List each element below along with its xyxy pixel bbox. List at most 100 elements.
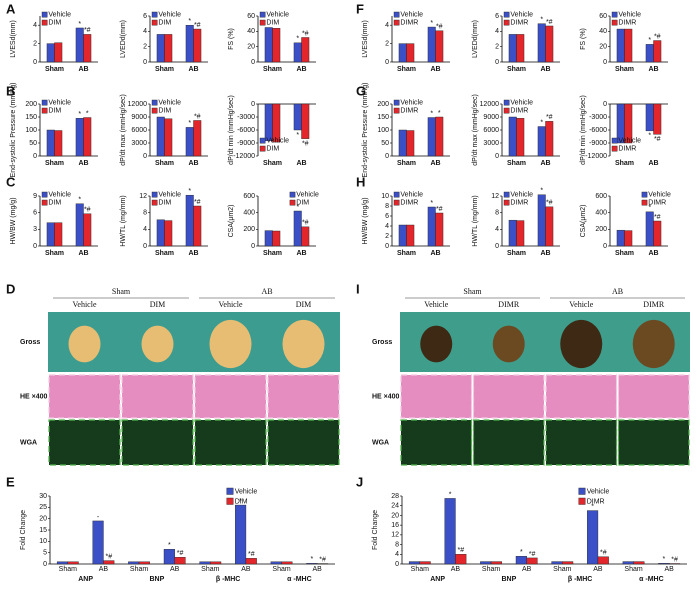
legend-swatch [260,12,265,17]
bar [407,44,415,62]
y-tick-label: 0 [603,243,607,250]
bar [428,118,436,156]
legend-label: DIM [48,108,61,115]
significance-label: *# [457,547,464,554]
y-tick-label: 50 [381,140,389,147]
y-tick-label: 40 [599,28,607,35]
bar [186,195,194,246]
he-stain [122,375,193,418]
significance-label: * [188,120,191,127]
y-tick-label: 8 [143,210,147,217]
y-tick-label: 200 [595,226,607,233]
significance-label: *# [654,136,661,143]
y-tick-label: -6000 [237,127,255,134]
legend-label: DIM [266,20,279,27]
wga-stain [49,420,120,465]
row-label: WGA [20,439,37,446]
group-label: BNP [149,576,164,583]
heart [420,326,452,363]
group-label: Sham [112,287,131,296]
significance-label: * [540,188,543,195]
legend-swatch [504,100,509,105]
y-axis-label: CSA(μm2) [580,205,587,238]
legend-swatch [152,192,157,197]
he-stain [619,375,690,418]
bar [654,104,662,134]
x-tick-label: Sham [59,566,77,573]
bar [428,27,436,62]
bar [399,44,407,62]
significance-label: *# [529,551,536,558]
significance-label: *# [436,206,443,213]
y-tick-label: -3000 [589,114,607,121]
bar [47,223,55,246]
x-tick-label: AB [99,566,109,573]
legend-swatch [152,100,157,105]
y-tick-label: 200 [243,226,255,233]
legend-swatch [42,108,47,113]
x-tick-label: Sham [507,66,526,73]
legend-label: Vehicle [48,192,71,199]
y-tick-label: 4 [143,28,147,35]
y-tick-label: 6 [33,210,37,217]
bar [409,562,420,564]
legend-swatch [504,192,509,197]
heart [210,320,252,368]
y-tick-label: 100 [377,127,389,134]
y-axis-label: CSA(μm2) [228,205,235,238]
legend-swatch [579,498,586,505]
bar [157,117,165,156]
bar [175,557,186,564]
bar [617,29,625,62]
significance-label: * [78,197,81,204]
y-axis-label: End-systolic Pressure (mmHg) [362,83,369,178]
y-tick-label: 6 [143,13,147,20]
y-tick-label: 60 [247,13,255,20]
y-tick-label: 3000 [131,140,147,147]
legend-label: DIMR [510,200,528,207]
he-stain [195,375,266,418]
wga-stain [122,420,193,465]
x-tick-label: AB [313,566,323,573]
bar [562,562,573,564]
y-tick-label: 50 [29,140,37,147]
legend-label: DIM [296,200,309,207]
significance-label: *# [248,551,255,558]
y-axis-label: HW/TL (mg/mm) [120,195,127,246]
legend-label: DIMR [510,20,528,27]
y-tick-label: -6000 [589,127,607,134]
heart [142,326,174,363]
y-tick-label: 200 [377,101,389,108]
legend-label: DIMR [618,146,636,153]
bar [625,231,633,246]
bar [76,28,84,62]
legend-swatch [260,138,265,143]
group-label: Sham [463,287,482,296]
bar [103,561,114,564]
x-tick-label: Sham [130,566,148,573]
panel-label: I [356,281,360,296]
significance-label: * [648,37,651,44]
bar [235,505,246,564]
bar [76,118,84,156]
bar [76,204,84,246]
group-label: BNP [501,576,516,583]
significance-label: * [430,110,433,117]
bar [55,43,63,62]
row-label: WGA [372,439,389,446]
bar [517,221,525,246]
significance-label: * [540,17,543,24]
group-label: ANP [430,576,445,583]
column-label: DIMR [643,300,665,309]
legend-label: Vehicle [510,100,533,107]
legend-swatch [579,488,586,495]
y-tick-label: 0 [495,153,499,160]
legend-label: Vehicle [158,192,181,199]
heart [283,320,325,368]
legend-label: DIM [158,200,171,207]
y-axis-label: HW/BW (mg/g) [362,197,369,244]
legend-label: Vehicle [158,100,181,107]
x-tick-label: AB [430,66,440,73]
x-tick-label: Sham [45,66,64,73]
